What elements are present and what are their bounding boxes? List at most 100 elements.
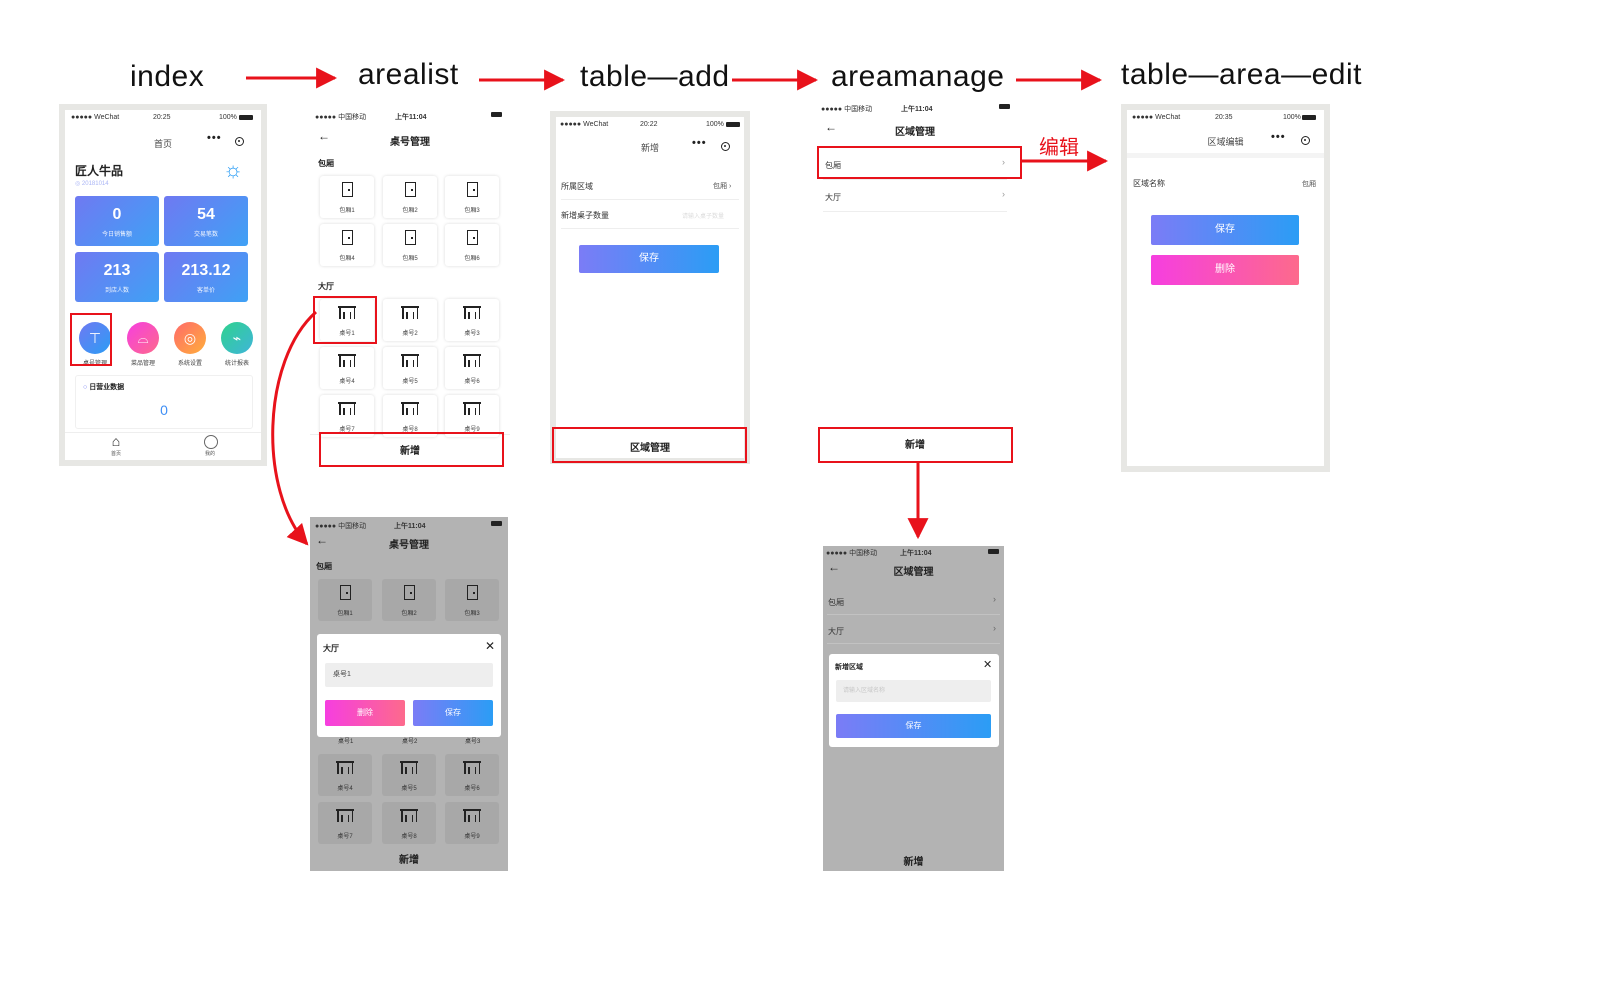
stat-value: 54 <box>197 206 215 223</box>
chart-icon[interactable]: ⌁ <box>221 322 253 354</box>
delete-button[interactable]: 删除 <box>1151 255 1299 285</box>
back-arrow-icon[interactable]: ← <box>825 120 837 134</box>
profile-icon[interactable] <box>204 435 218 449</box>
nav-title: 桌号管理 <box>389 540 429 551</box>
card-glyph <box>320 401 374 419</box>
private-room-card[interactable]: 包厢5 <box>383 224 437 266</box>
table-manage-icon[interactable]: ⊤ <box>79 322 111 354</box>
table-card[interactable]: 桌号9 <box>445 802 499 844</box>
stat-tile-sales[interactable]: 0 今日销售额 <box>75 196 159 246</box>
save-button[interactable]: 保存 <box>1151 215 1299 245</box>
time-text: 上午11:04 <box>395 114 427 121</box>
capsule-close-icon[interactable] <box>235 137 244 146</box>
settings-icon[interactable]: ◎ <box>174 322 206 354</box>
battery-icon <box>491 112 502 117</box>
back-arrow-icon[interactable]: ← <box>828 560 840 574</box>
table-icon <box>401 353 419 367</box>
section-hall: 大厅 <box>318 282 334 291</box>
close-icon[interactable]: ✕ <box>485 639 496 653</box>
table-name-input[interactable]: 桌号1 <box>325 663 493 687</box>
nav-title: 桌号管理 <box>390 137 430 148</box>
save-button[interactable]: 保存 <box>836 714 991 738</box>
status-bar: ●●●●● 中国移动 上午11:04 <box>310 517 508 533</box>
modal-title: 大厅 <box>323 644 339 653</box>
area-item[interactable]: 大厅 <box>828 627 844 636</box>
area-manage-button[interactable]: 区域管理 <box>630 443 670 454</box>
more-icon[interactable]: ••• <box>1271 131 1286 143</box>
save-button[interactable]: 保存 <box>413 700 493 726</box>
table-card[interactable]: 桌号7 <box>318 802 372 844</box>
area-item[interactable]: 大厅 <box>825 193 841 202</box>
card-label: 桌号4 <box>337 786 353 792</box>
stat-tile-visitors[interactable]: 213 到店人数 <box>75 252 159 302</box>
table-card[interactable]: 桌号5 <box>383 347 437 389</box>
capsule-close-icon[interactable] <box>1301 136 1310 145</box>
add-button[interactable]: 新增 <box>903 857 924 868</box>
card-label: 包厢4 <box>339 256 355 262</box>
table-icon <box>463 808 481 822</box>
add-button[interactable]: 新增 <box>400 446 420 457</box>
back-arrow-icon[interactable]: ← <box>316 533 328 547</box>
table-card[interactable]: 桌号6 <box>445 754 499 796</box>
table-icon <box>400 760 418 774</box>
table-card[interactable]: 桌号4 <box>320 347 374 389</box>
table-card[interactable]: 桌号8 <box>382 802 436 844</box>
arealist-screen: ●●●●● 中国移动 上午11:04 ← 桌号管理 包厢 大厅 新增 包厢1 包厢… <box>310 108 510 468</box>
stat-label: 到店人数 <box>104 288 129 294</box>
table-card[interactable]: 桌号1 <box>320 299 374 341</box>
private-room-card[interactable]: 包厢1 <box>320 176 374 218</box>
table-card[interactable]: 桌号6 <box>445 347 499 389</box>
area-value[interactable]: 包厢 › <box>713 183 732 190</box>
home-icon[interactable]: ⌂ <box>111 433 121 449</box>
card-glyph <box>383 353 437 371</box>
table-card[interactable]: 桌号9 <box>445 395 499 437</box>
card-label: 包厢3 <box>464 611 480 617</box>
area-name-input[interactable]: 请输入区域名称 <box>836 680 991 702</box>
more-icon[interactable]: ••• <box>692 137 707 149</box>
tab-home[interactable]: 首页 <box>110 451 121 457</box>
daily-data-card: ○ 日营业数据 0 <box>75 375 253 429</box>
table-icon <box>463 401 481 415</box>
table-card[interactable]: 桌号2 <box>383 299 437 341</box>
menu-label-settings: 系统设置 <box>177 361 202 367</box>
table-card[interactable]: 桌号3 <box>445 299 499 341</box>
private-room-card[interactable]: 包厢3 <box>445 579 499 621</box>
highlight-table1 <box>313 296 377 344</box>
area-item[interactable]: 包厢 <box>825 161 841 170</box>
private-room-card[interactable]: 包厢6 <box>445 224 499 266</box>
add-button[interactable]: 新增 <box>399 855 419 866</box>
sun-icon[interactable]: ☼ <box>223 157 244 182</box>
add-button[interactable]: 新增 <box>905 440 925 451</box>
stat-tile-avg-price[interactable]: 213.12 客单价 <box>164 252 248 302</box>
highlight-area-manage <box>552 427 747 463</box>
table-card[interactable]: 桌号8 <box>383 395 437 437</box>
count-input[interactable]: 请输入桌子数量 <box>682 214 725 220</box>
dish-icon[interactable]: ⌓ <box>127 322 159 354</box>
capsule-close-icon[interactable] <box>721 142 730 151</box>
back-arrow-icon[interactable]: ← <box>318 129 330 143</box>
area-item[interactable]: 包厢 <box>828 598 844 607</box>
battery-icon <box>239 115 253 120</box>
private-room-card[interactable]: 包厢4 <box>320 224 374 266</box>
tab-mine[interactable]: 我的 <box>204 451 215 457</box>
stat-tile-transactions[interactable]: 54 交易笔数 <box>164 196 248 246</box>
close-icon[interactable]: ✕ <box>983 659 993 671</box>
door-icon <box>404 230 416 245</box>
card-glyph <box>320 305 374 323</box>
index-screen: ●●●●● WeChat 20:25 100% 首页 ••• 匠人牛品 ◎ 20… <box>59 104 267 466</box>
private-room-card[interactable]: 包厢3 <box>445 176 499 218</box>
private-room-card[interactable]: 包厢2 <box>382 579 436 621</box>
delete-button[interactable]: 删除 <box>325 700 405 726</box>
card-glyph <box>445 760 499 779</box>
table-card[interactable]: 桌号7 <box>320 395 374 437</box>
more-icon[interactable]: ••• <box>207 132 222 144</box>
private-room-card[interactable]: 包厢2 <box>383 176 437 218</box>
area-name-value[interactable]: 包厢 <box>1302 181 1316 188</box>
table-label: 桌号3 <box>465 739 481 745</box>
table-card[interactable]: 桌号4 <box>318 754 372 796</box>
chevron-right-icon: › <box>993 594 996 604</box>
table-card[interactable]: 桌号5 <box>382 754 436 796</box>
save-button[interactable]: 保存 <box>579 245 719 273</box>
private-room-card[interactable]: 包厢1 <box>318 579 372 621</box>
chevron-right-icon: › <box>993 623 996 633</box>
